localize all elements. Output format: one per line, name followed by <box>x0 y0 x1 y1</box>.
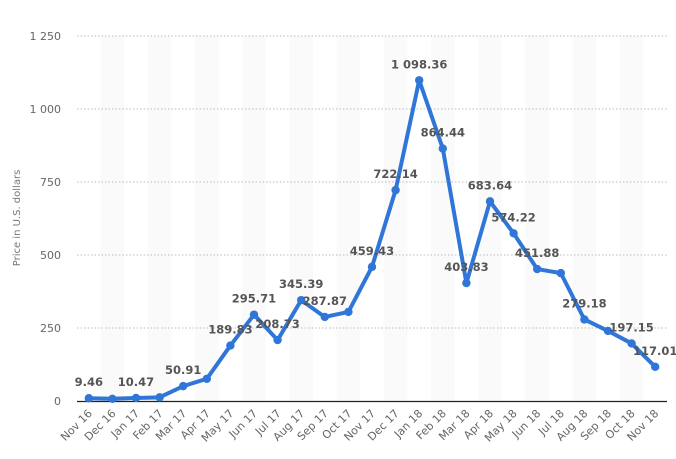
data-point <box>462 278 471 288</box>
data-label: 50.91 <box>165 363 201 377</box>
column-band <box>383 36 408 401</box>
data-label: 117.01 <box>633 344 676 358</box>
column-band <box>147 36 172 401</box>
column-band <box>572 36 597 401</box>
data-point <box>108 394 117 404</box>
data-point <box>651 362 660 372</box>
column-band <box>336 36 361 401</box>
gridlines <box>77 35 667 329</box>
y-axis-ticks: 0 250 500 750 1 000 1 250 <box>30 30 62 408</box>
data-point <box>415 76 424 85</box>
data-point <box>320 312 329 322</box>
column-bands <box>100 36 644 401</box>
data-point <box>84 394 94 403</box>
data-point <box>179 381 188 391</box>
data-label: 295.71 <box>232 292 276 306</box>
data-label: 10.47 <box>118 375 154 389</box>
y-tick-label: 500 <box>40 249 61 262</box>
column-band <box>289 36 313 401</box>
data-label: 574.22 <box>491 210 535 224</box>
data-point <box>556 268 565 278</box>
column-band <box>525 36 549 401</box>
data-point <box>603 326 613 336</box>
price-line <box>86 78 658 401</box>
data-point <box>438 144 447 153</box>
y-tick-label: 0 <box>54 395 61 408</box>
column-band <box>431 36 455 401</box>
y-tick-label: 750 <box>40 176 61 189</box>
column-band <box>619 36 644 401</box>
data-point <box>273 335 282 345</box>
data-labels: 9.46 10.47 50.91 189.83 295.71 208.73 345.39 28… <box>75 57 676 389</box>
data-label: 287.87 <box>303 294 347 308</box>
y-tick-label: 1 250 <box>30 30 62 43</box>
data-point <box>509 229 518 238</box>
column-band <box>242 36 266 401</box>
data-label: 459.43 <box>350 244 394 258</box>
column-band <box>195 36 219 401</box>
column-band <box>100 36 125 401</box>
data-point <box>485 197 495 206</box>
data-label: 683.64 <box>468 178 512 192</box>
data-point <box>155 393 164 402</box>
y-tick-label: 1 000 <box>30 103 62 116</box>
data-point <box>344 307 353 317</box>
data-label: 208.73 <box>255 317 299 331</box>
data-label: 722.14 <box>373 167 417 181</box>
data-point <box>367 262 377 272</box>
data-point <box>627 339 636 348</box>
data-point <box>226 341 235 350</box>
data-point <box>249 310 259 319</box>
y-tick-label: 250 <box>40 322 61 335</box>
data-label: 189.83 <box>208 323 252 337</box>
data-point <box>297 295 306 305</box>
data-point <box>131 393 141 403</box>
data-label: 345.39 <box>279 277 323 291</box>
data-point <box>391 185 400 195</box>
data-point <box>580 315 589 324</box>
data-point <box>533 264 542 274</box>
data-label: 1 098.36 <box>391 57 447 71</box>
data-label: 279.18 <box>562 296 606 310</box>
data-label: 864.44 <box>421 126 465 140</box>
data-label: 403.83 <box>444 260 488 274</box>
data-label: 451.88 <box>515 246 559 260</box>
y-axis-label: Price in U.S. dollars <box>12 170 23 267</box>
data-point <box>202 374 211 384</box>
data-points <box>84 76 660 404</box>
data-label: 9.46 <box>75 375 103 389</box>
data-label: 197.15 <box>609 320 653 334</box>
column-band <box>478 36 502 401</box>
